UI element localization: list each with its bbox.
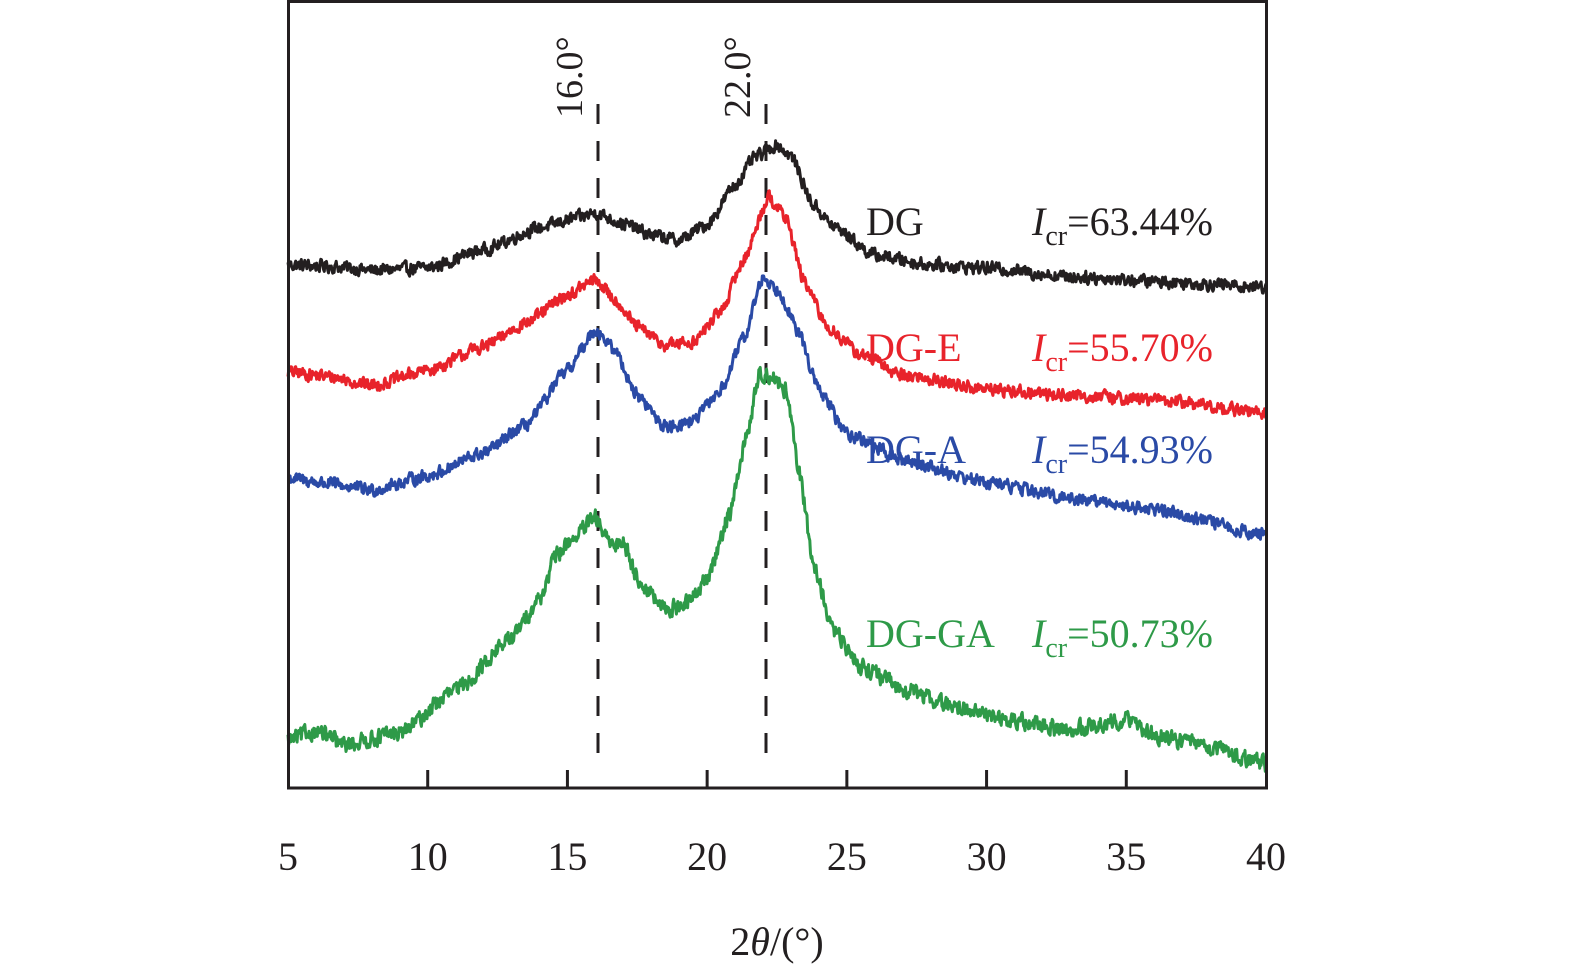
x-axis-title-suffix: /(°) bbox=[770, 919, 824, 964]
series-labels: DG Icr=63.44%DG-E Icr=55.70%DG-A Icr=54.93%… bbox=[866, 199, 1213, 664]
icr-subscript: cr bbox=[1045, 633, 1067, 664]
x-axis-title: 2θ/(°) bbox=[730, 919, 823, 964]
x-axis-title-theta: θ bbox=[750, 919, 770, 964]
icr-label: Icr=63.44% bbox=[1031, 199, 1213, 252]
icr-label: Icr=50.73% bbox=[1031, 611, 1213, 664]
series-curves bbox=[286, 139, 1268, 773]
x-tick-label: 30 bbox=[967, 834, 1007, 879]
icr-label: Icr=55.70% bbox=[1031, 325, 1213, 378]
series-line-dg-a bbox=[287, 274, 1268, 541]
x-tick-label: 15 bbox=[547, 834, 587, 879]
x-tick-label: 25 bbox=[827, 834, 867, 879]
series-label: DG bbox=[866, 199, 924, 244]
icr-value: =50.73% bbox=[1067, 611, 1213, 656]
x-tick-label: 35 bbox=[1106, 834, 1146, 879]
icr-symbol: I bbox=[1031, 325, 1047, 370]
series-label: DG-GA bbox=[866, 611, 995, 656]
icr-value: =54.93% bbox=[1067, 427, 1213, 472]
x-tick-label: 5 bbox=[278, 834, 298, 879]
plot-frame bbox=[287, 0, 1268, 790]
icr-symbol: I bbox=[1031, 611, 1047, 656]
icr-value: =55.70% bbox=[1067, 325, 1213, 370]
x-ticks bbox=[426, 770, 1128, 788]
x-tick-label: 20 bbox=[687, 834, 727, 879]
icr-subscript: cr bbox=[1045, 347, 1067, 378]
series-label: DG-A bbox=[866, 427, 966, 472]
icr-symbol: I bbox=[1031, 199, 1047, 244]
peak-labels: 16.0° 22.0° bbox=[549, 36, 759, 118]
x-axis-title-prefix: 2 bbox=[730, 919, 750, 964]
icr-label: Icr=54.93% bbox=[1031, 427, 1213, 480]
icr-value: =63.44% bbox=[1067, 199, 1213, 244]
series-label: DG-E bbox=[866, 325, 962, 370]
x-tick-label: 10 bbox=[408, 834, 448, 879]
series-line-dg-e bbox=[286, 189, 1268, 420]
series-line-dg-ga bbox=[286, 365, 1268, 773]
icr-symbol: I bbox=[1031, 427, 1047, 472]
icr-subscript: cr bbox=[1045, 449, 1067, 480]
x-tick-labels: 5 10 15 20 25 30 35 40 bbox=[278, 834, 1286, 879]
reference-lines bbox=[596, 104, 768, 766]
icr-subscript: cr bbox=[1045, 221, 1067, 252]
peak-label: 16.0° bbox=[549, 36, 591, 118]
x-tick-label: 40 bbox=[1246, 834, 1286, 879]
peak-label: 22.0° bbox=[717, 36, 759, 118]
series-line-dg bbox=[286, 139, 1268, 295]
